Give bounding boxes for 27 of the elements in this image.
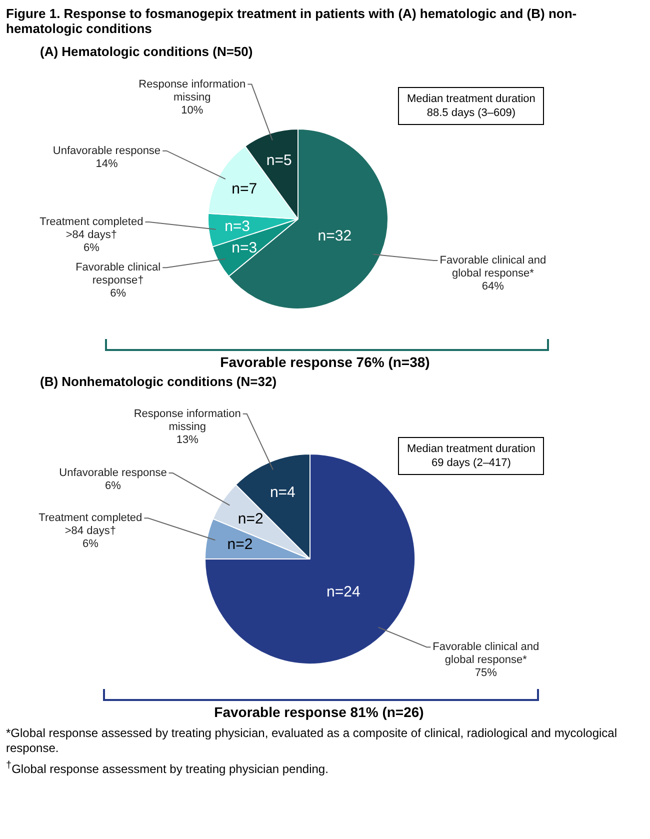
- text: $^{†}$Global response assessment by treating physician pending.: [5, 759, 330, 777]
- data-label: n=2: [227, 536, 253, 554]
- data-label: n=3: [232, 240, 258, 257]
- data-label: n=5: [266, 152, 292, 169]
- chart-subtitle: (B) Nonhematologic conditions (N=32): [39, 373, 278, 389]
- data-label: n=32: [318, 227, 352, 244]
- slice-label: Favorable clinical and global response* 75%: [432, 641, 540, 680]
- chart-subtitle: (A) Hematologic conditions (N=50): [39, 43, 254, 59]
- slice-label: Treatment completed >84 days† 6%: [38, 512, 142, 550]
- text: Median treatment duration 88.5 days (3–609): [398, 87, 544, 125]
- slice-label: Response information missing 13%: [134, 408, 241, 446]
- slice-label: Favorable clinical and global response* 64%: [440, 254, 546, 293]
- text: *Global response assessed by treating physician, evaluated as a composite of clinical, radiological and mycological response.: [5, 725, 618, 756]
- data-label: n=24: [326, 584, 360, 601]
- slice-label: Unfavorable response 14%: [52, 144, 161, 170]
- slice-label: Unfavorable response 6%: [59, 467, 167, 492]
- text: Median treatment duration 69 days (2–417): [398, 437, 544, 475]
- slice-label: Response information missing 10%: [138, 78, 246, 116]
- chart-title: Figure 1. Response to fosmanogepix treatment in patients with (A) hematologic and (B) non-hematologic conditions: [5, 5, 578, 38]
- slice-label: Treatment completed >84 days† 6%: [40, 216, 144, 254]
- text: Favorable response 81% (n=26): [213, 703, 425, 720]
- slice-label: Favorable clinical response† 6%: [76, 262, 161, 300]
- text: Favorable response 76% (n=38): [219, 353, 431, 370]
- data-label: n=2: [238, 510, 264, 528]
- data-label: n=7: [232, 180, 258, 198]
- data-label: n=4: [270, 484, 296, 502]
- data-label: n=3: [224, 218, 250, 235]
